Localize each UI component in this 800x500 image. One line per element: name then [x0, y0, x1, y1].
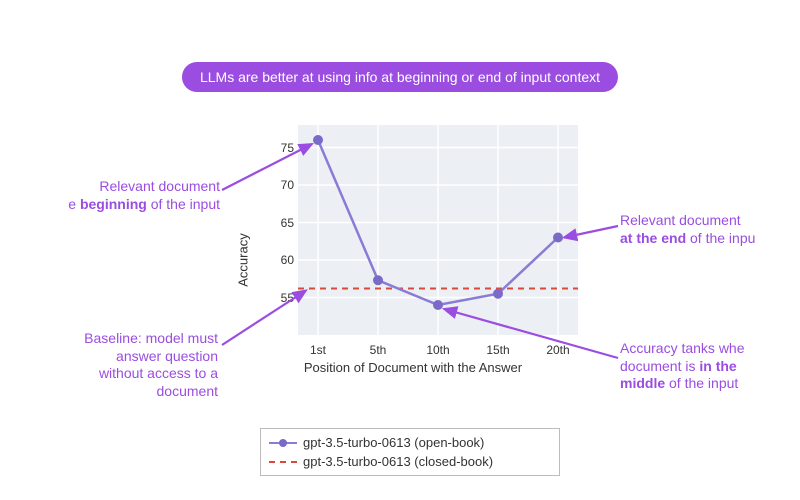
legend-row-open: gpt-3.5-turbo-0613 (open-book) — [269, 433, 551, 452]
legend-label-open: gpt-3.5-turbo-0613 (open-book) — [303, 435, 484, 450]
y-tick: 60 — [274, 253, 294, 267]
plot-area — [298, 125, 578, 335]
x-axis-label: Position of Document with the Answer — [304, 360, 522, 375]
legend: gpt-3.5-turbo-0613 (open-book) gpt-3.5-t… — [260, 428, 560, 476]
x-tick: 1st — [310, 343, 326, 357]
annotation-text: of the input — [665, 375, 738, 391]
y-tick: 70 — [274, 178, 294, 192]
annotation-text: document is — [620, 358, 699, 374]
legend-swatch-open — [269, 436, 297, 450]
annotation-text: Baseline: model must — [84, 330, 218, 346]
annotation-bold: in the — [699, 358, 736, 374]
y-tick: 75 — [274, 141, 294, 155]
annotation-text: Relevant document — [620, 212, 741, 228]
annotation-bold: at the end — [620, 230, 686, 246]
chart-container: Accuracy 55 60 65 70 75 1st 5th 10th 15t… — [248, 115, 578, 405]
legend-row-closed: gpt-3.5-turbo-0613 (closed-book) — [269, 452, 551, 471]
chart-title-pill: LLMs are better at using info at beginni… — [182, 62, 618, 92]
annotation-baseline: Baseline: model must answer question wit… — [0, 330, 218, 400]
legend-label-closed: gpt-3.5-turbo-0613 (closed-book) — [303, 454, 493, 469]
annotation-text: document — [157, 383, 218, 399]
x-tick: 20th — [546, 343, 569, 357]
x-tick: 5th — [370, 343, 387, 357]
legend-swatch-closed — [269, 455, 297, 469]
annotation-text: Relevant document — [99, 178, 220, 194]
annotation-text: Accuracy tanks whe — [620, 340, 745, 356]
annotation-text: of the input — [147, 196, 220, 212]
x-tick: 10th — [426, 343, 449, 357]
x-tick: 15th — [486, 343, 509, 357]
annotation-middle: Accuracy tanks whe document is in the mi… — [620, 340, 800, 393]
y-axis-label: Accuracy — [236, 233, 251, 286]
y-tick: 55 — [274, 291, 294, 305]
annotation-text: of the inpu — [686, 230, 755, 246]
annotation-end: Relevant document at the end of the inpu — [620, 212, 800, 247]
y-tick: 65 — [274, 216, 294, 230]
annotation-bold: middle — [620, 375, 665, 391]
annotation-bold: beginning — [80, 196, 147, 212]
annotation-text: without access to a — [99, 365, 218, 381]
annotation-text: answer question — [116, 348, 218, 364]
annotation-beginning: Relevant document e beginning of the inp… — [0, 178, 220, 213]
annotation-text: e — [68, 196, 80, 212]
plot-svg — [298, 125, 578, 335]
